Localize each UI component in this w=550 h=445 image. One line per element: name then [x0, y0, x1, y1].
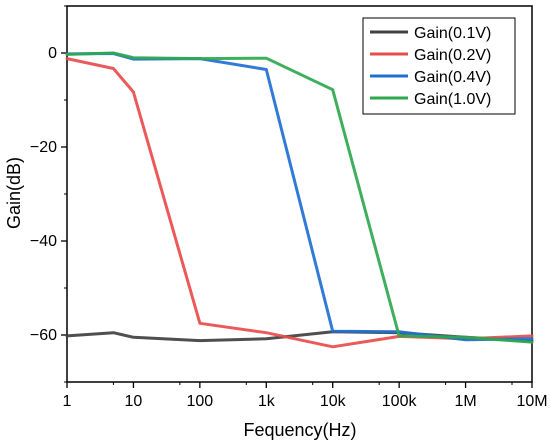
legend-entry: Gain(0.4V) — [414, 69, 491, 86]
legend: Gain(0.1V) Gain(0.2V) Gain(0.4V) Gain(1.0V) — [362, 17, 516, 115]
series-lines — [65, 51, 534, 349]
x-tick-label: 10 — [125, 393, 143, 410]
x-tick-label: 10M — [516, 393, 547, 410]
series-line-gain-1-0v — [65, 51, 534, 344]
y-tick-label: −60 — [30, 327, 57, 344]
y-axis-ticks: 0 −20 −40 −60 — [30, 5, 67, 383]
x-axis-ticks: 1 10 100 1k 10k 100k 1M 10M — [63, 382, 548, 410]
y-tick-label: −40 — [30, 233, 57, 250]
x-tick-label: 10k — [320, 393, 347, 410]
y-axis-label: Gain(dB) — [4, 157, 24, 229]
y-tick-label: 0 — [48, 45, 57, 62]
x-axis-label: Fequency(Hz) — [243, 420, 356, 440]
x-tick-label: 1 — [63, 393, 72, 410]
y-tick-label: −20 — [30, 139, 57, 156]
x-tick-label: 1k — [258, 393, 276, 410]
x-tick-label: 1M — [454, 393, 476, 410]
legend-entry: Gain(0.2V) — [414, 47, 491, 64]
legend-entry: Gain(0.1V) — [414, 25, 491, 42]
x-tick-label: 100 — [187, 393, 214, 410]
legend-entry: Gain(1.0V) — [414, 91, 491, 108]
x-tick-label: 100k — [382, 393, 418, 410]
